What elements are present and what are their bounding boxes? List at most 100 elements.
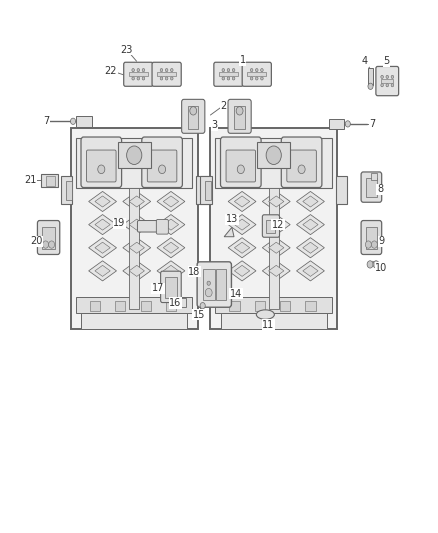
Circle shape: [298, 165, 305, 174]
Polygon shape: [95, 242, 110, 253]
Polygon shape: [234, 196, 250, 207]
Polygon shape: [163, 265, 179, 277]
Polygon shape: [163, 242, 179, 253]
FancyBboxPatch shape: [147, 150, 177, 182]
Polygon shape: [129, 242, 145, 253]
Polygon shape: [303, 219, 318, 230]
Text: 22: 22: [105, 66, 117, 76]
Circle shape: [42, 241, 49, 248]
FancyBboxPatch shape: [197, 262, 231, 307]
Bar: [174, 298, 186, 307]
Bar: [41, 174, 58, 187]
Circle shape: [222, 77, 225, 80]
FancyBboxPatch shape: [262, 215, 279, 237]
Bar: [76, 138, 192, 188]
Circle shape: [365, 241, 371, 248]
Bar: [366, 178, 377, 197]
Circle shape: [159, 165, 166, 174]
Circle shape: [368, 83, 373, 90]
Polygon shape: [228, 238, 256, 258]
Text: 23: 23: [120, 45, 133, 55]
Bar: [129, 188, 139, 309]
Text: 14: 14: [230, 289, 242, 298]
Polygon shape: [95, 196, 110, 207]
Circle shape: [160, 69, 163, 71]
Bar: [221, 313, 327, 329]
Text: 10: 10: [375, 263, 387, 272]
Circle shape: [386, 84, 389, 87]
FancyBboxPatch shape: [124, 62, 153, 86]
Polygon shape: [297, 238, 325, 258]
Polygon shape: [297, 261, 325, 281]
Text: 8: 8: [377, 184, 383, 194]
Circle shape: [386, 75, 389, 78]
Text: 7: 7: [43, 116, 49, 126]
Bar: [371, 173, 377, 180]
Bar: [118, 142, 151, 168]
Bar: [216, 269, 226, 301]
Bar: [336, 176, 347, 205]
Circle shape: [237, 165, 244, 174]
Circle shape: [190, 107, 197, 115]
Polygon shape: [88, 215, 117, 235]
Bar: [42, 227, 55, 249]
Bar: [234, 106, 245, 129]
Circle shape: [207, 281, 210, 285]
Circle shape: [71, 118, 76, 124]
Bar: [280, 301, 290, 311]
Text: 7: 7: [370, 119, 376, 129]
Bar: [141, 301, 151, 311]
Bar: [305, 301, 315, 311]
Bar: [366, 227, 377, 249]
Bar: [215, 297, 332, 313]
FancyBboxPatch shape: [361, 172, 381, 202]
FancyBboxPatch shape: [161, 271, 181, 303]
Polygon shape: [303, 242, 318, 253]
FancyBboxPatch shape: [376, 67, 399, 96]
Polygon shape: [224, 228, 234, 237]
Polygon shape: [262, 191, 290, 212]
Polygon shape: [95, 219, 110, 230]
FancyBboxPatch shape: [37, 221, 60, 254]
Bar: [268, 188, 279, 309]
Text: 9: 9: [378, 237, 384, 246]
Circle shape: [255, 77, 258, 80]
Circle shape: [170, 69, 173, 71]
Polygon shape: [163, 219, 179, 230]
FancyBboxPatch shape: [287, 150, 316, 182]
Bar: [157, 72, 176, 76]
Polygon shape: [262, 238, 290, 258]
FancyBboxPatch shape: [138, 221, 157, 232]
Polygon shape: [234, 219, 250, 230]
Text: 3: 3: [212, 120, 218, 131]
FancyBboxPatch shape: [214, 62, 243, 86]
Circle shape: [200, 303, 205, 309]
FancyBboxPatch shape: [220, 137, 261, 188]
Circle shape: [232, 77, 235, 80]
Bar: [230, 301, 240, 311]
Circle shape: [142, 69, 145, 71]
Polygon shape: [157, 215, 185, 235]
Polygon shape: [123, 191, 151, 212]
Circle shape: [261, 77, 263, 80]
FancyBboxPatch shape: [281, 137, 322, 188]
Polygon shape: [88, 261, 117, 281]
Circle shape: [222, 69, 225, 71]
Circle shape: [127, 146, 142, 165]
Circle shape: [142, 77, 145, 80]
Circle shape: [170, 77, 173, 80]
Polygon shape: [163, 196, 179, 207]
Circle shape: [261, 69, 263, 71]
Text: 17: 17: [152, 284, 164, 294]
Bar: [257, 142, 290, 168]
Circle shape: [255, 69, 258, 71]
Text: 18: 18: [188, 266, 201, 277]
FancyBboxPatch shape: [156, 220, 168, 234]
FancyBboxPatch shape: [242, 62, 272, 86]
Circle shape: [373, 261, 379, 268]
Circle shape: [232, 69, 235, 71]
Bar: [61, 176, 72, 205]
Polygon shape: [129, 265, 145, 277]
Bar: [46, 176, 55, 185]
Polygon shape: [123, 238, 151, 258]
